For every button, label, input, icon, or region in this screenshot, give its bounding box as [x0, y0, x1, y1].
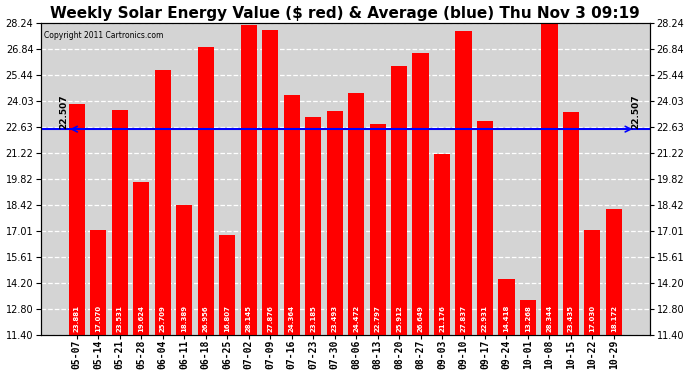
Bar — [197, 47, 214, 334]
Bar — [455, 31, 471, 334]
Text: 24.364: 24.364 — [288, 304, 295, 332]
Bar — [498, 279, 515, 334]
Bar — [563, 112, 579, 334]
Text: 18.389: 18.389 — [181, 304, 187, 332]
Text: 17.070: 17.070 — [95, 304, 101, 332]
Text: 22.931: 22.931 — [482, 305, 488, 332]
Bar — [90, 230, 106, 334]
Text: 23.531: 23.531 — [117, 305, 123, 332]
Text: 23.435: 23.435 — [568, 305, 574, 332]
Text: 27.837: 27.837 — [460, 305, 466, 332]
Bar — [434, 154, 450, 334]
Text: 18.172: 18.172 — [611, 305, 617, 332]
Bar — [155, 70, 171, 334]
Text: 14.418: 14.418 — [504, 304, 509, 332]
Bar — [391, 66, 407, 334]
Bar — [606, 209, 622, 334]
Text: 23.881: 23.881 — [74, 305, 80, 332]
Text: 22.507: 22.507 — [631, 94, 640, 129]
Bar — [133, 182, 149, 334]
Bar — [477, 121, 493, 334]
Text: 28.344: 28.344 — [546, 304, 553, 332]
Text: 25.709: 25.709 — [159, 305, 166, 332]
Bar — [370, 124, 386, 334]
Bar — [348, 93, 364, 334]
Bar — [326, 111, 343, 334]
Text: 17.030: 17.030 — [589, 304, 595, 332]
Text: 24.472: 24.472 — [353, 304, 359, 332]
Text: 28.145: 28.145 — [246, 305, 252, 332]
Bar — [112, 110, 128, 334]
Text: 19.624: 19.624 — [138, 305, 144, 332]
Text: 25.912: 25.912 — [396, 305, 402, 332]
Text: Copyright 2011 Cartronics.com: Copyright 2011 Cartronics.com — [44, 31, 164, 40]
Bar — [542, 21, 558, 334]
Text: 21.176: 21.176 — [439, 305, 445, 332]
Bar — [69, 104, 85, 334]
Text: 16.807: 16.807 — [224, 305, 230, 332]
Text: 22.507: 22.507 — [59, 94, 68, 129]
Text: 27.876: 27.876 — [267, 305, 273, 332]
Text: 26.956: 26.956 — [203, 305, 208, 332]
Bar — [262, 30, 278, 334]
Bar — [219, 234, 235, 334]
Bar — [176, 205, 193, 334]
Text: 13.268: 13.268 — [525, 305, 531, 332]
Bar — [305, 117, 321, 334]
Text: 23.185: 23.185 — [310, 305, 316, 332]
Text: 26.649: 26.649 — [417, 305, 424, 332]
Bar — [284, 95, 299, 334]
Text: 22.797: 22.797 — [375, 305, 381, 332]
Bar — [520, 300, 536, 334]
Title: Weekly Solar Energy Value ($ red) & Average (blue) Thu Nov 3 09:19: Weekly Solar Energy Value ($ red) & Aver… — [50, 6, 640, 21]
Bar — [241, 25, 257, 334]
Bar — [584, 230, 600, 334]
Bar — [413, 53, 428, 334]
Text: 23.493: 23.493 — [332, 304, 337, 332]
